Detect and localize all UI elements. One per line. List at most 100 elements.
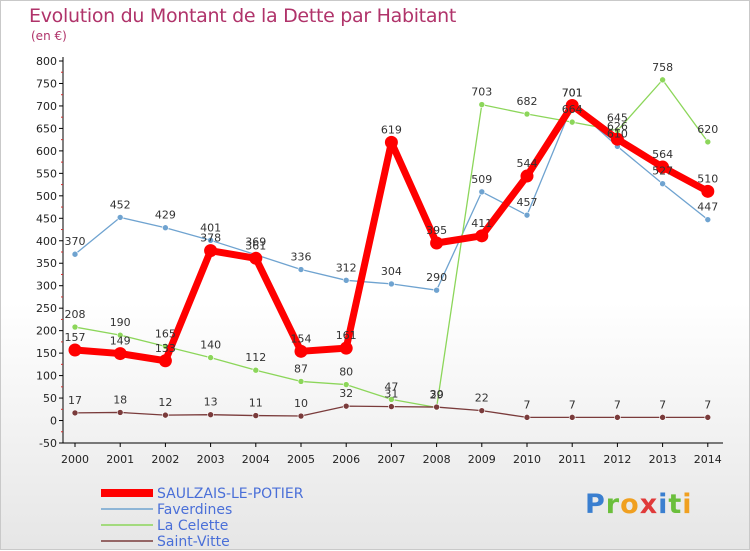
legend-label: SAULZAIS-LE-POTIER bbox=[157, 486, 304, 502]
y-tick-label: 800 bbox=[36, 55, 57, 68]
legend-label: Saint-Vitte bbox=[157, 534, 230, 550]
y-tick-label: 600 bbox=[36, 145, 57, 158]
data-label: 378 bbox=[200, 232, 221, 245]
y-tick-label: -50 bbox=[39, 437, 57, 450]
data-point bbox=[704, 138, 712, 146]
data-point bbox=[71, 323, 79, 331]
chart-title: Evolution du Montant de la Dette par Hab… bbox=[29, 5, 457, 27]
x-tick-label: 2009 bbox=[468, 453, 496, 466]
data-point bbox=[565, 98, 579, 112]
data-label: 312 bbox=[336, 261, 357, 274]
data-label: 290 bbox=[426, 271, 447, 284]
data-point bbox=[523, 110, 531, 118]
data-point bbox=[158, 354, 172, 368]
data-label: 133 bbox=[155, 342, 176, 355]
y-tick-label: 50 bbox=[43, 392, 57, 405]
data-point bbox=[659, 180, 666, 187]
data-label: 369 bbox=[245, 236, 266, 249]
data-point bbox=[162, 411, 169, 419]
y-tick-label: 650 bbox=[36, 122, 57, 135]
data-point bbox=[704, 414, 712, 421]
data-point bbox=[475, 229, 489, 243]
data-label: 610 bbox=[607, 127, 628, 140]
data-label: 149 bbox=[110, 335, 131, 348]
data-point bbox=[478, 188, 486, 196]
proxiti-logo: Proxiti bbox=[585, 489, 693, 520]
x-tick-label: 2006 bbox=[332, 453, 360, 466]
y-tick-label: 100 bbox=[36, 370, 57, 383]
data-label: 457 bbox=[517, 196, 538, 209]
data-point bbox=[207, 411, 214, 418]
data-point bbox=[71, 409, 79, 417]
data-point bbox=[659, 414, 666, 421]
data-point bbox=[430, 236, 444, 250]
data-label: 509 bbox=[471, 173, 492, 186]
data-point bbox=[252, 366, 260, 374]
data-point bbox=[342, 381, 350, 388]
y-tick-label: 450 bbox=[36, 212, 57, 225]
data-point bbox=[162, 224, 169, 232]
y-tick-label: 200 bbox=[36, 325, 57, 338]
data-label: 682 bbox=[517, 95, 538, 108]
data-label: 701 bbox=[562, 86, 583, 99]
x-tick-label: 2005 bbox=[287, 453, 315, 466]
data-label: 7 bbox=[569, 398, 576, 411]
data-label: 619 bbox=[381, 123, 402, 136]
data-point bbox=[252, 412, 260, 419]
x-tick-label: 2013 bbox=[649, 453, 677, 466]
y-tick-label: 300 bbox=[36, 280, 57, 293]
x-tick-label: 2010 bbox=[513, 453, 541, 466]
data-label: 7 bbox=[524, 398, 531, 411]
x-tick-label: 2014 bbox=[694, 453, 722, 466]
data-point bbox=[339, 341, 353, 355]
data-point bbox=[113, 347, 127, 361]
data-label: 161 bbox=[336, 329, 357, 342]
y-tick-label: 250 bbox=[36, 302, 57, 315]
data-point bbox=[701, 184, 715, 198]
y-tick-label: 350 bbox=[36, 257, 57, 270]
data-point bbox=[342, 277, 350, 284]
data-label: 527 bbox=[652, 165, 673, 178]
data-label: 190 bbox=[110, 316, 131, 329]
data-label: 80 bbox=[339, 366, 353, 379]
legend-label: La Celette bbox=[157, 518, 228, 534]
data-label: 11 bbox=[249, 397, 263, 410]
data-point bbox=[68, 343, 82, 357]
y-tick-label: 750 bbox=[36, 77, 57, 90]
data-point bbox=[656, 160, 670, 174]
data-label: 626 bbox=[607, 120, 628, 133]
x-tick-label: 2001 bbox=[106, 453, 134, 466]
data-label: 208 bbox=[65, 308, 86, 321]
y-tick-label: 700 bbox=[36, 100, 57, 113]
data-point bbox=[478, 101, 486, 108]
data-point bbox=[523, 211, 531, 219]
data-point bbox=[297, 266, 305, 273]
data-label: 30 bbox=[430, 388, 444, 401]
data-label: 7 bbox=[659, 398, 666, 411]
data-label: 29 bbox=[430, 388, 444, 401]
data-point bbox=[342, 402, 350, 410]
data-point bbox=[116, 331, 124, 339]
legend-label: Faverdines bbox=[157, 502, 232, 518]
data-label: 31 bbox=[384, 388, 398, 401]
data-label: 664 bbox=[562, 103, 583, 116]
data-label: 140 bbox=[200, 339, 221, 352]
data-label: 336 bbox=[291, 251, 312, 264]
data-point bbox=[207, 354, 214, 361]
data-point bbox=[116, 409, 124, 416]
x-tick-label: 2000 bbox=[61, 453, 89, 466]
data-label: 703 bbox=[471, 86, 492, 99]
data-label: 10 bbox=[294, 397, 308, 410]
data-label: 13 bbox=[204, 396, 218, 409]
data-label: 7 bbox=[704, 398, 711, 411]
data-point bbox=[478, 407, 486, 414]
data-point bbox=[384, 135, 398, 149]
data-label: 544 bbox=[517, 157, 538, 170]
data-point bbox=[704, 216, 712, 223]
data-label: 7 bbox=[614, 398, 621, 411]
chart-unit: (en €) bbox=[31, 29, 67, 43]
data-point bbox=[433, 286, 440, 294]
data-label: 401 bbox=[200, 221, 221, 234]
data-point bbox=[297, 378, 305, 385]
